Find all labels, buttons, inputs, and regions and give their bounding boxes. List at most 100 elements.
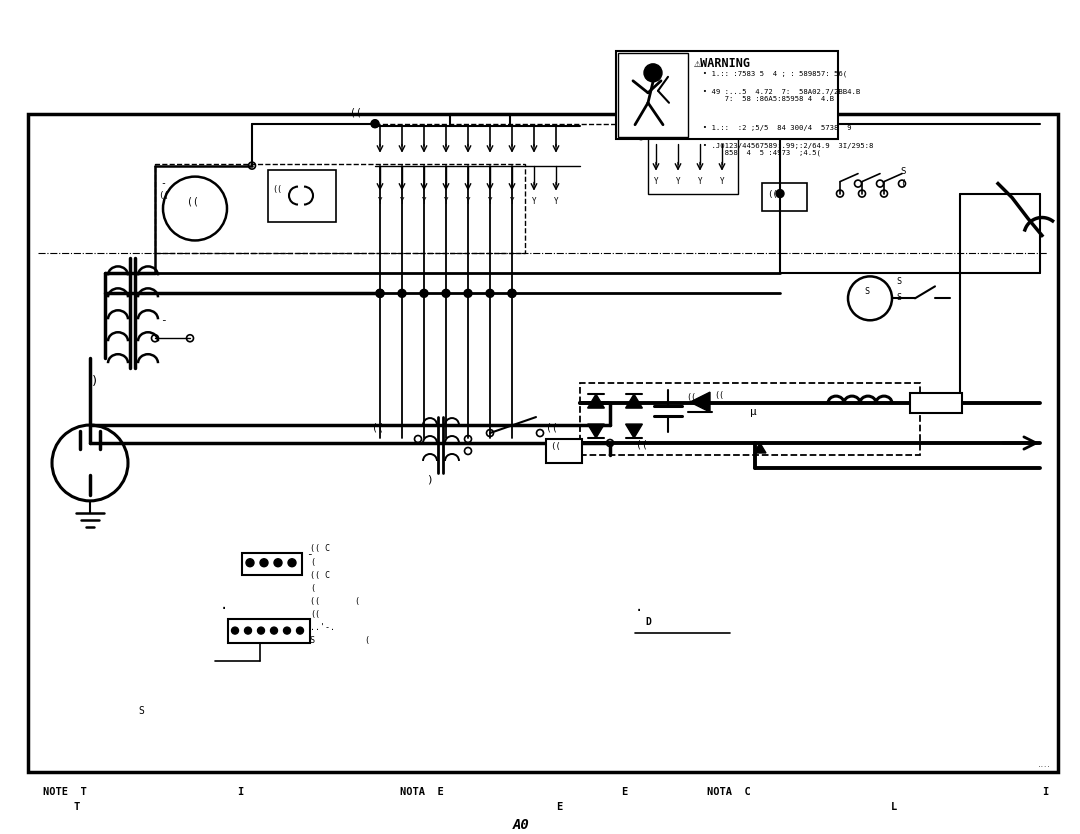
Text: Y: Y (465, 197, 470, 205)
Bar (910, 393, 962, 413)
Circle shape (508, 289, 516, 298)
Text: Y: Y (510, 197, 514, 205)
Text: ((: (( (272, 184, 282, 193)
Text: ((: (( (350, 108, 362, 118)
Text: I: I (238, 787, 244, 797)
Circle shape (442, 289, 450, 298)
Circle shape (257, 627, 265, 634)
Text: E: E (556, 802, 563, 812)
Text: Y: Y (531, 197, 537, 205)
Text: ): ) (426, 475, 433, 485)
Circle shape (644, 64, 662, 82)
Bar (228, 619, 310, 642)
Text: ..'-.: ..'-. (310, 623, 335, 631)
Bar (648, 133, 738, 193)
Text: Y: Y (653, 177, 659, 186)
Text: -: - (306, 549, 313, 559)
Bar (546, 439, 582, 463)
Text: S: S (900, 167, 905, 176)
Text: ((: (( (372, 422, 383, 432)
Text: • 1.:: :7583 5  4 ; : 589857: 56(: • 1.:: :7583 5 4 ; : 589857: 56( (694, 71, 847, 78)
Circle shape (288, 559, 296, 567)
Text: E: E (621, 787, 627, 797)
Circle shape (283, 627, 291, 634)
Bar (618, 53, 688, 137)
Text: NOTA  C: NOTA C (707, 787, 752, 797)
Circle shape (231, 627, 239, 634)
Text: ·: · (220, 601, 228, 615)
Text: NOTE  T: NOTE T (43, 787, 87, 797)
Circle shape (260, 559, 268, 567)
Bar (242, 553, 302, 575)
Polygon shape (588, 424, 605, 438)
Text: ((: (( (187, 197, 199, 207)
Text: S: S (138, 706, 144, 716)
Circle shape (270, 627, 278, 634)
Bar (156, 163, 525, 254)
Text: L: L (891, 802, 897, 812)
Text: Y: Y (698, 177, 702, 186)
Text: • 1.::  :2 ;5/5  84 300/4  5738  9: • 1.:: :2 ;5/5 84 300/4 5738 9 (694, 125, 851, 131)
Text: S          (: S ( (310, 636, 370, 645)
Text: ((: (( (158, 190, 168, 199)
Text: ((: (( (686, 393, 696, 402)
Circle shape (376, 289, 384, 298)
Text: ((: (( (714, 391, 724, 400)
Text: Y: Y (554, 197, 558, 205)
Text: S: S (896, 278, 901, 286)
Polygon shape (625, 394, 643, 408)
Text: Y: Y (488, 197, 492, 205)
Text: Y: Y (676, 177, 680, 186)
Text: ((       (: (( ( (310, 596, 360, 605)
Text: • 49 :...5  4.72  7:  58A02.7/2BB4.B
       7:  58 :86A5:85958 4  4.B: • 49 :...5 4.72 7: 58A02.7/2BB4.B 7: 58 … (694, 88, 861, 102)
Text: (: ( (900, 178, 905, 188)
Text: ): ) (91, 375, 98, 388)
Text: T: T (73, 802, 80, 812)
Bar (580, 383, 920, 455)
Circle shape (486, 289, 494, 298)
Text: -: - (160, 315, 166, 325)
Text: Y: Y (444, 197, 448, 205)
Text: Y: Y (378, 197, 382, 205)
Bar (616, 51, 838, 138)
Circle shape (464, 289, 472, 298)
Bar (28, 113, 1058, 772)
Text: D: D (645, 616, 651, 626)
Text: NOTA  E: NOTA E (400, 787, 444, 797)
Text: Y: Y (400, 197, 404, 205)
Circle shape (244, 627, 252, 634)
Text: A0: A0 (513, 818, 530, 832)
Text: ((: (( (546, 422, 557, 432)
Text: ((: (( (636, 440, 648, 450)
Bar (268, 169, 336, 222)
Text: S: S (864, 288, 869, 296)
Circle shape (246, 559, 254, 567)
Text: (( C: (( C (310, 544, 330, 553)
Circle shape (274, 559, 282, 567)
Circle shape (637, 132, 645, 139)
Polygon shape (690, 392, 710, 412)
Circle shape (372, 120, 379, 128)
Text: -: - (160, 178, 166, 188)
Circle shape (777, 120, 784, 128)
Text: (( C: (( C (310, 570, 330, 580)
Polygon shape (625, 424, 643, 438)
Text: ....: .... (1038, 763, 1051, 768)
Text: ·: · (635, 604, 644, 618)
Text: Y: Y (421, 197, 427, 205)
Text: μ: μ (750, 407, 757, 417)
Text: I: I (1042, 787, 1049, 797)
Circle shape (297, 627, 303, 634)
Bar (762, 183, 807, 210)
Text: ((: (( (550, 442, 561, 451)
Text: -: - (754, 123, 760, 133)
Polygon shape (588, 394, 605, 408)
Text: (: ( (310, 584, 315, 593)
Text: Y: Y (719, 177, 725, 186)
Circle shape (420, 289, 428, 298)
Circle shape (777, 189, 784, 198)
Text: S: S (896, 294, 901, 303)
Polygon shape (754, 443, 766, 453)
Text: ⚠WARNING: ⚠WARNING (694, 57, 751, 70)
Text: • .J0123/44567589:.99;:2/64.9  3I/295:8
       858  4  5 :4973  ;4.5(: • .J0123/44567589:.99;:2/64.9 3I/295:8 8… (694, 143, 874, 156)
